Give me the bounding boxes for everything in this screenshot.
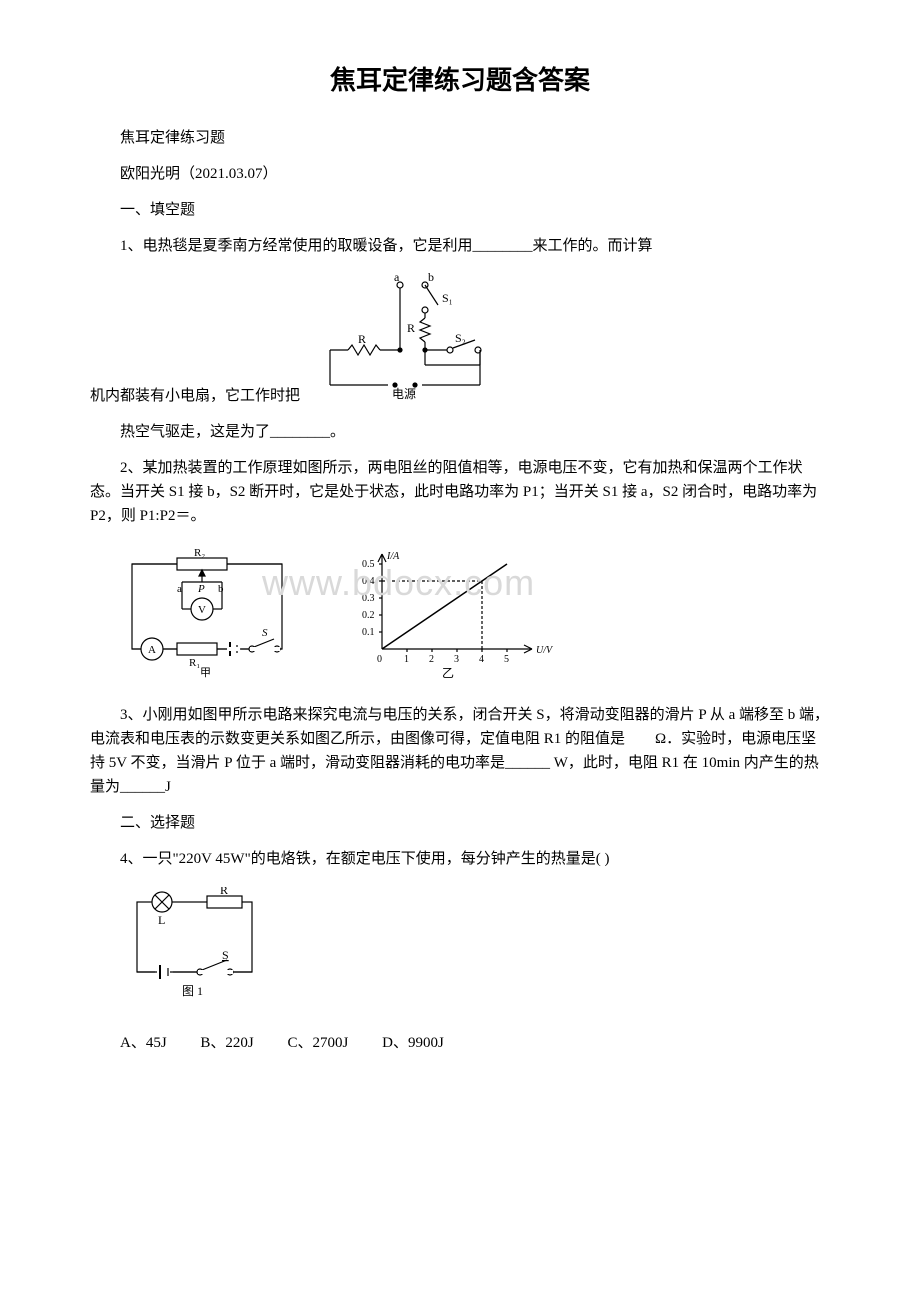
question-1-line3: 热空气驱走，这是为了________。 [90,420,830,444]
caption-jia: 甲 [200,667,211,679]
question-3: 3、小刚用如图甲所示电路来探究电流与电压的关系，闭合开关 S，将滑动变阻器的滑片… [90,703,830,799]
question-4-options: A、45J B、220J C、2700J D、9900J [90,1031,830,1055]
label-a: a [394,270,400,284]
diagram-row-q3: www.bdocx.com [122,544,830,688]
xtick-1: 1 [404,654,409,665]
question-4: 4、一只"220V 45W"的电烙铁，在额定电压下使用，每分钟产生的热量是( ) [90,847,830,871]
circuit-diagram-3: L R S 图 1 [122,887,830,1011]
label-l: L [158,913,165,927]
subtitle: 焦耳定律练习题 [90,126,830,150]
label-s2: S₂ [455,331,466,345]
xtick-2: 2 [429,654,434,665]
opt-c: C、2700J [288,1035,349,1051]
opt-d: D、9900J [382,1035,444,1051]
label-s1: S₁ [442,291,453,305]
label-v: V [198,604,206,616]
caption-yi: 乙 [442,666,454,679]
label-p: P [197,583,205,595]
label-r3: R [220,887,228,897]
section-2-heading: 二、选择题 [90,811,830,835]
section-1-heading: 一、填空题 [90,198,830,222]
xtick-5: 5 [504,654,509,665]
question-1-line1: 1、电热毯是夏季南方经常使用的取暖设备，它是利用________来工作的。而计算 [90,234,830,258]
ylabel: I/A [386,551,400,562]
xtick-3: 3 [454,654,459,665]
page-title: 焦耳定律练习题含答案 [90,60,830,102]
ytick-3: 0.3 [362,593,375,604]
xlabel: U/V [536,645,554,656]
label-s: S [262,627,268,639]
label-r1: R₁ [189,657,200,669]
graph-yi: I/A U/V 1 2 3 4 5 0.1 0.2 0.3 0.4 0.5 0 … [362,551,554,679]
ytick-4: 0.4 [362,576,375,587]
opt-a: A、45J [120,1035,167,1051]
label-b2: b [218,583,224,595]
ytick-5: 0.5 [362,559,375,570]
circuit-diagram-1: a b S₁ R S₂ R 电源 [310,270,500,408]
opt-b: B、220J [200,1035,253,1051]
author-line: 欧阳光明（2021.03.07） [90,162,830,186]
label-ammeter: A [148,644,156,656]
label-r-left: R [358,332,366,346]
q1-line2-prefix: 机内都装有小电扇，它工作时把 [90,384,300,408]
ytick-2: 0.2 [362,610,375,621]
label-a2: a [177,583,182,595]
origin: 0 [377,654,382,665]
circuit-and-graph: R₂ a P b V A R₁ S 甲 [122,544,562,679]
question-1-line2: 机内都装有小电扇，它工作时把 [90,270,830,408]
label-b: b [428,270,434,284]
label-power: 电源 [392,387,416,400]
label-r2: R₂ [194,547,205,559]
question-2: 2、某加热装置的工作原理如图所示，两电阻丝的阻值相等，电源电压不变，它有加热和保… [90,456,830,528]
caption-tu1: 图 1 [182,984,203,998]
ytick-1: 0.1 [362,627,375,638]
xtick-4: 4 [479,654,484,665]
label-s3: S [222,948,229,962]
label-r-vert: R [407,321,415,335]
